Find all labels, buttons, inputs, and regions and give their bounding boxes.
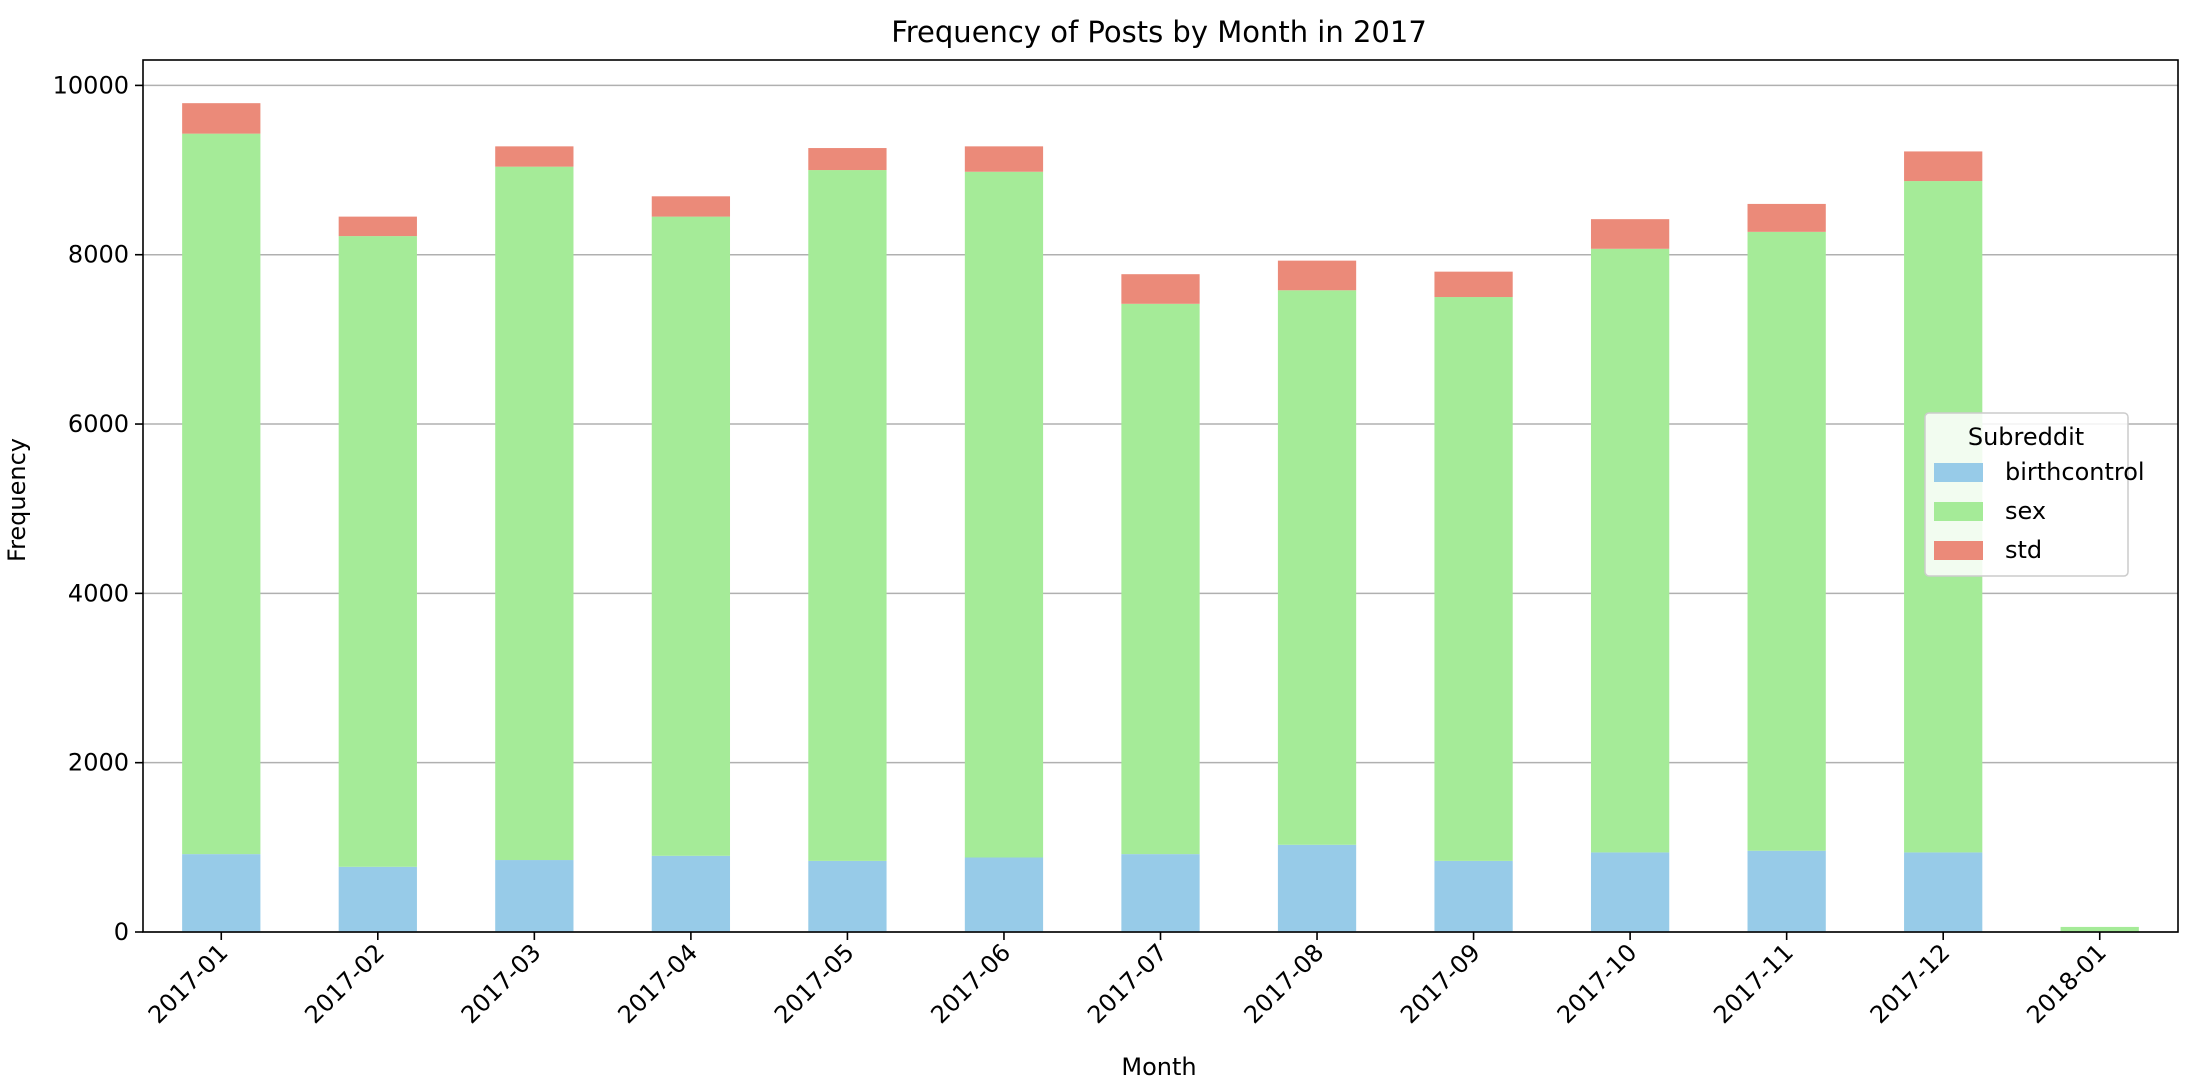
x-tick-label: 2017-11	[1708, 938, 1799, 1029]
bar-segment-birthcontrol-2017-03	[495, 860, 574, 932]
y-tick-label: 2000	[68, 749, 129, 777]
bar-segment-birthcontrol-2017-12	[1904, 852, 1983, 932]
y-tick-label: 6000	[68, 410, 129, 438]
x-tick-label: 2017-08	[1239, 938, 1330, 1029]
bar-segment-std-2017-02	[338, 216, 417, 237]
x-tick-label: 2017-10	[1552, 938, 1643, 1029]
bar-segment-birthcontrol-2017-05	[808, 860, 887, 932]
bar-segment-sex-2017-05	[808, 170, 887, 861]
x-tick-label: 2017-07	[1082, 938, 1173, 1029]
x-axis-label: Month	[1121, 1053, 1196, 1081]
x-tick-label: 2017-03	[456, 938, 547, 1029]
bar-segment-sex-2017-03	[495, 166, 574, 861]
legend: Subreddit birthcontrol sex std	[1924, 412, 2145, 577]
bar-segment-std-2017-06	[964, 146, 1044, 172]
bar-segment-sex-2017-07	[1121, 303, 1200, 855]
bar-segment-std-2017-04	[651, 196, 731, 217]
chart-title: Frequency of Posts by Month in 2017	[891, 15, 1427, 49]
bar-segment-std-2017-03	[495, 146, 574, 167]
y-tick-label: 8000	[68, 241, 129, 269]
bar-segment-std-2017-07	[1121, 274, 1200, 304]
x-tick-label: 2017-06	[925, 938, 1016, 1029]
legend-swatch-std	[1934, 541, 1983, 560]
bar-segment-std-2017-11	[1747, 203, 1826, 232]
y-tick-label: 0	[114, 918, 129, 946]
y-axis: 0 2000 4000 6000 8000 10000	[53, 71, 143, 946]
bar-segment-birthcontrol-2017-10	[1590, 852, 1670, 932]
bar-segment-birthcontrol-2017-06	[964, 857, 1044, 932]
legend-box	[1924, 412, 2129, 577]
bar-segment-sex-2017-09	[1434, 297, 1513, 861]
bar-segment-std-2017-01	[182, 103, 261, 134]
bar-segment-birthcontrol-2017-04	[651, 855, 731, 932]
bar-segment-sex-2017-08	[1277, 290, 1357, 845]
legend-swatch-birthcontrol	[1934, 463, 1983, 482]
bar-segment-sex-2017-10	[1590, 248, 1670, 853]
bar-segment-std-2017-08	[1277, 260, 1357, 291]
bar-segment-sex-2017-02	[338, 236, 417, 867]
x-tick-label: 2017-05	[769, 938, 860, 1029]
bar-segment-birthcontrol-2017-08	[1277, 844, 1357, 932]
bar-segment-sex-2017-01	[182, 133, 261, 855]
bar-segment-birthcontrol-2017-07	[1121, 854, 1200, 932]
bars	[182, 103, 2139, 932]
y-tick-label: 10000	[53, 71, 129, 99]
x-tick-label: 2018-01	[2021, 938, 2112, 1029]
legend-title: Subreddit	[1968, 423, 2084, 451]
x-axis: 2017-01 2017-02 2017-03 2017-04 2017-05 2017-…	[143, 932, 2112, 1029]
bar-segment-std-2017-10	[1590, 219, 1670, 249]
bar-segment-sex-2018-01	[2060, 926, 2139, 932]
bar-segment-birthcontrol-2017-09	[1434, 860, 1513, 932]
bar-segment-sex-2017-04	[651, 216, 731, 856]
x-tick-label: 2017-04	[612, 938, 703, 1029]
bar-segment-std-2017-05	[808, 148, 887, 171]
x-tick-label: 2017-01	[143, 938, 234, 1029]
y-axis-label: Frequency	[3, 438, 31, 562]
y-tick-label: 4000	[68, 579, 129, 607]
bar-segment-std-2017-09	[1434, 271, 1513, 298]
bar-segment-birthcontrol-2017-02	[338, 866, 417, 932]
legend-label-birthcontrol: birthcontrol	[2005, 458, 2145, 486]
bar-segment-sex-2017-11	[1747, 231, 1826, 851]
bar-segment-std-2017-12	[1904, 151, 1983, 182]
x-tick-label: 2017-12	[1865, 938, 1956, 1029]
legend-swatch-sex	[1934, 502, 1983, 521]
bar-segment-sex-2017-06	[964, 171, 1044, 858]
x-tick-label: 2017-02	[299, 938, 390, 1029]
bar-segment-birthcontrol-2017-01	[182, 854, 261, 932]
bar-segment-birthcontrol-2017-11	[1747, 850, 1826, 932]
x-tick-label: 2017-09	[1395, 938, 1486, 1029]
legend-label-std: std	[2005, 536, 2042, 564]
legend-label-sex: sex	[2005, 497, 2046, 525]
